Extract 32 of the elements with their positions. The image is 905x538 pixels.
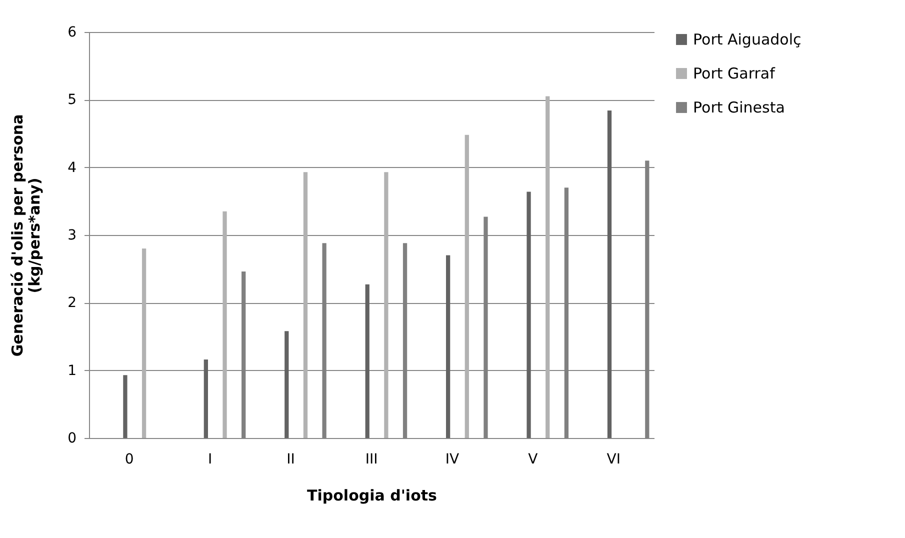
y-axis-title: Generació d'olis per persona (kg/pers*any): [8, 114, 44, 357]
y-tick-label: 4: [68, 160, 77, 176]
y-tick-label: 2: [68, 295, 76, 312]
bar: [204, 360, 208, 438]
bar: [284, 331, 289, 438]
x-tick-label: I: [208, 452, 212, 468]
bar: [365, 284, 370, 438]
x-tick-label: II: [286, 452, 295, 468]
bar: [607, 110, 612, 438]
x-tick-label: V: [528, 452, 538, 468]
x-tick-label: 0: [124, 452, 134, 468]
legend-label: Port Aiguadolç: [693, 30, 802, 48]
bar: [464, 134, 469, 438]
y-tick-label: 0: [68, 430, 76, 446]
y-tick-label: 3: [68, 228, 76, 244]
x-tick-label: IV: [445, 452, 460, 468]
y-tick-label: 1: [68, 362, 76, 379]
bar: [303, 172, 308, 438]
y-tick-label: 5: [68, 92, 76, 108]
x-tick-label: VI: [606, 452, 620, 468]
y-tick-label: 6: [68, 24, 77, 40]
bar: [222, 211, 227, 438]
bar: [526, 192, 531, 438]
x-tick-label: III: [365, 452, 378, 468]
bar: [446, 255, 450, 438]
legend-label: Port Ginesta: [693, 98, 785, 116]
bar: [546, 96, 550, 438]
legend-label: Port Garraf: [693, 64, 776, 82]
bar: [142, 248, 146, 438]
bar: [384, 172, 388, 438]
x-axis-title: Tipologia d'iots: [307, 486, 438, 504]
bar: [123, 375, 128, 438]
